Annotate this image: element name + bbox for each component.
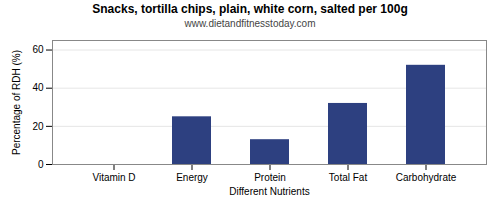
svg-text:Energy: Energy [176,172,208,183]
html-text:www.dietandfitnesstoday.com: www.dietandfitnesstoday.com [184,18,316,29]
svg-text:Vitamin D: Vitamin D [92,172,135,183]
svg-text:Carbohydrate: Carbohydrate [396,172,457,183]
svg-text:60: 60 [32,44,44,55]
svg-text:Protein: Protein [254,172,286,183]
svg-text:40: 40 [32,82,44,93]
html-text:Snacks, tortilla chips, plain,: Snacks, tortilla chips, plain, white cor… [92,2,408,16]
svg-text:Different Nutrients: Different Nutrients [229,186,309,197]
svg-text:Total Fat: Total Fat [329,172,368,183]
svg-text:0: 0 [38,159,44,170]
svg-text:Percentage of RDH (%): Percentage of RDH (%) [11,50,22,155]
svg-text:20: 20 [32,121,44,132]
